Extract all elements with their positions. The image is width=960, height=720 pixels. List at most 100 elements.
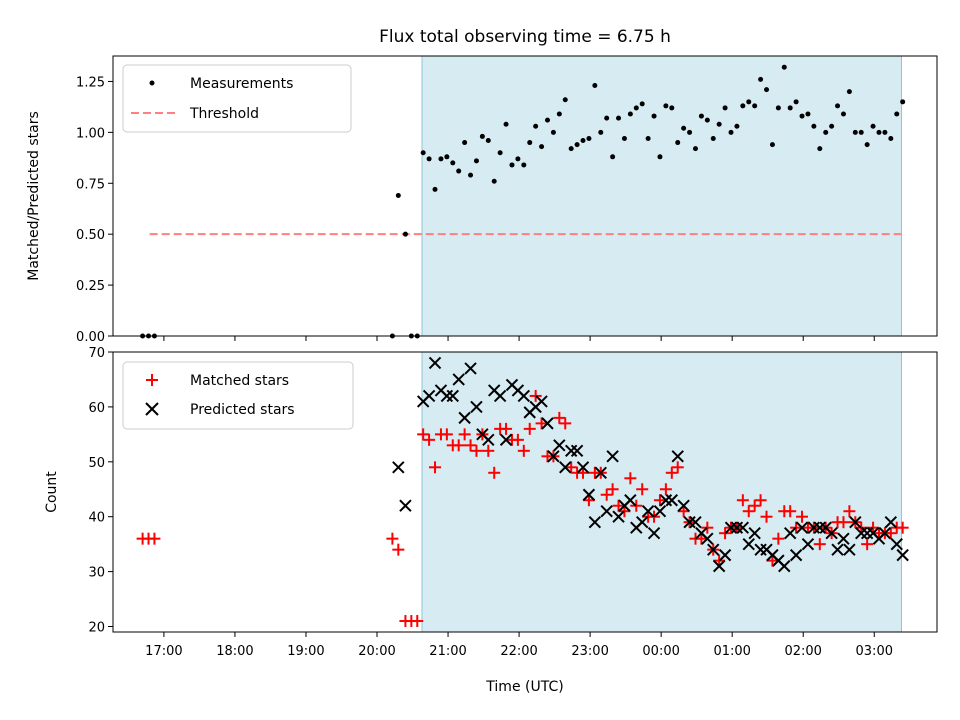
predicted-star-point — [422, 389, 436, 403]
measurement-point — [580, 138, 586, 144]
measurement-point — [823, 129, 829, 135]
matched-star-point — [742, 505, 755, 518]
measurement-point — [645, 135, 651, 141]
matched-star-point — [559, 417, 572, 430]
bottom-y-axis: 20 30 40 50 60 70 — [88, 346, 113, 636]
predicted-star-point — [624, 494, 637, 507]
star-count-panel: 20 30 40 50 60 70 17:00 18:00 19:00 20:00 21:00 22… — [44, 346, 938, 695]
matched-star-point — [677, 505, 690, 518]
matched-star-point — [813, 538, 826, 551]
predicted-star-point — [742, 537, 755, 551]
measurement-point — [698, 113, 704, 119]
measurement-point — [395, 192, 401, 198]
matched-star-point — [843, 505, 856, 518]
matched-star-point — [719, 527, 732, 540]
predicted-star-point — [547, 450, 560, 463]
measurement-point — [870, 123, 876, 129]
predicted-star-point — [831, 543, 844, 556]
top-y-tick-label: 0.00 — [76, 330, 105, 345]
measurement-point — [420, 150, 426, 156]
matched-star-point — [760, 510, 773, 523]
measurement-point — [544, 117, 550, 123]
matched-star-point — [482, 444, 495, 457]
predicted-star-point — [884, 515, 898, 529]
predicted-star-point — [671, 450, 684, 463]
measurement-point — [533, 123, 539, 129]
predicted-star-point — [493, 389, 507, 403]
predicted-star-point — [789, 548, 803, 562]
predicted-star-point — [635, 515, 649, 529]
measurement-point — [621, 135, 627, 141]
predicted-star-point — [896, 548, 909, 562]
measurement-point — [716, 121, 722, 127]
matched-star-point — [429, 461, 442, 474]
bottom-panel-frame — [112, 351, 938, 633]
matched-star-point — [861, 538, 874, 551]
measurements-series — [140, 64, 906, 339]
legend-label-threshold: Threshold — [189, 106, 259, 122]
measurement-point — [616, 115, 622, 121]
measurement-point — [402, 231, 408, 237]
matched-star-point — [630, 499, 643, 512]
predicted-star-point — [778, 559, 791, 573]
matched-star-point — [529, 389, 542, 402]
matched-star-point — [458, 428, 471, 441]
x-tick-label: 20:00 — [358, 644, 395, 659]
measurement-point — [432, 186, 438, 192]
measurement-point — [817, 146, 823, 152]
matched-star-point — [701, 521, 714, 534]
predicted-star-point — [801, 537, 815, 551]
predicted-star-point — [517, 389, 531, 403]
measurement-point — [468, 172, 474, 178]
matched-star-point — [440, 428, 453, 441]
x-tick-label: 17:00 — [145, 644, 182, 659]
measurement-point — [692, 146, 698, 152]
matched-star-point — [884, 527, 897, 540]
matched-star-point — [772, 532, 785, 545]
matched-stars-series — [136, 389, 909, 628]
x-tick-label: 02:00 — [784, 644, 821, 659]
predicted-star-point — [535, 395, 548, 408]
measurement-point — [728, 129, 734, 135]
legend-marker-predicted-stars — [145, 402, 159, 416]
predicted-star-point — [588, 515, 602, 529]
predicted-star-point — [553, 439, 566, 452]
measurement-point — [456, 168, 462, 174]
predicted-star-point — [446, 389, 459, 403]
x-tick-label: 23:00 — [571, 644, 608, 659]
predicted-star-point — [837, 532, 850, 545]
bottom-legend-box — [122, 361, 354, 430]
measurement-point — [633, 105, 639, 111]
predicted-star-point — [795, 521, 809, 534]
matched-star-point — [386, 532, 399, 545]
measurement-point — [900, 99, 906, 105]
matched-star-point — [470, 444, 483, 457]
measurement-point — [764, 87, 770, 93]
matched-star-point — [392, 543, 405, 556]
measurement-point — [793, 99, 799, 105]
matched-star-point — [695, 532, 708, 545]
measurement-point — [568, 146, 574, 152]
matched-star-point — [535, 417, 548, 430]
measurement-point — [491, 178, 497, 184]
measurement-point — [781, 64, 787, 70]
measurement-point — [539, 144, 545, 150]
matched-star-point — [837, 516, 850, 529]
measurement-point — [882, 129, 888, 135]
measurement-point — [888, 135, 894, 141]
chart-title: Flux total observing time = 6.75 h — [379, 27, 671, 47]
legend-label-predicted-stars: Predicted stars — [190, 402, 295, 418]
predicted-star-point — [647, 526, 661, 540]
matched-star-point — [600, 488, 613, 501]
predicted-star-point — [541, 417, 554, 430]
predicted-star-point — [653, 505, 667, 518]
measurement-point — [852, 129, 858, 135]
measurement-point — [444, 154, 450, 160]
predicted-star-point — [600, 505, 613, 518]
measurement-point — [610, 154, 616, 160]
matched-star-point — [517, 444, 530, 457]
x-tick-label: 22:00 — [500, 644, 537, 659]
matched-star-point — [423, 433, 436, 446]
predicted-star-point — [849, 515, 862, 529]
predicted-star-point — [890, 537, 903, 551]
